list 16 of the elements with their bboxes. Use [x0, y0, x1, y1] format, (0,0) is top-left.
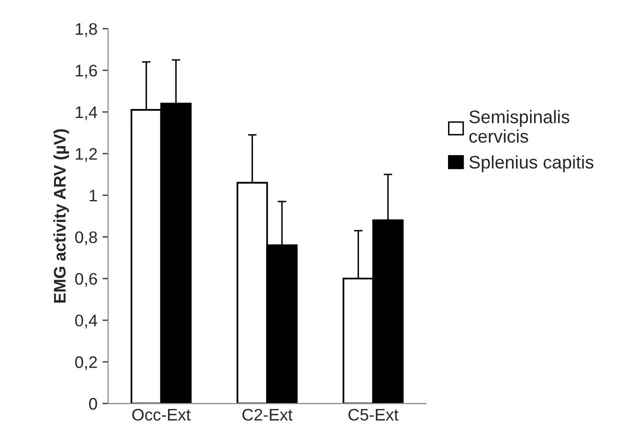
y-axis-title: EMG activity ARV (µV)	[53, 129, 69, 303]
x-tick-label: C5-Ext	[348, 408, 398, 421]
y-tick-label: 0,8	[75, 231, 97, 246]
x-tick-label: C2-Ext	[242, 408, 292, 421]
y-tick-label: 0,2	[75, 356, 97, 370]
legend-label: Splenius capitis	[469, 155, 594, 172]
y-tick-label: 0,6	[75, 272, 97, 287]
y-tick-label: 0,4	[75, 314, 98, 328]
x-tick-label: Occ-Ext	[132, 408, 191, 421]
legend-label: Semispinalis cervicis	[469, 110, 570, 143]
y-tick-label: 1,8	[76, 23, 97, 37]
y-tick-label: 1	[90, 190, 97, 202]
y-tick-label: 0	[89, 398, 98, 410]
y-tick-label: 1,6	[76, 64, 97, 78]
y-tick-label: 1,4	[76, 106, 98, 120]
y-tick-label: 1,2	[76, 148, 97, 162]
